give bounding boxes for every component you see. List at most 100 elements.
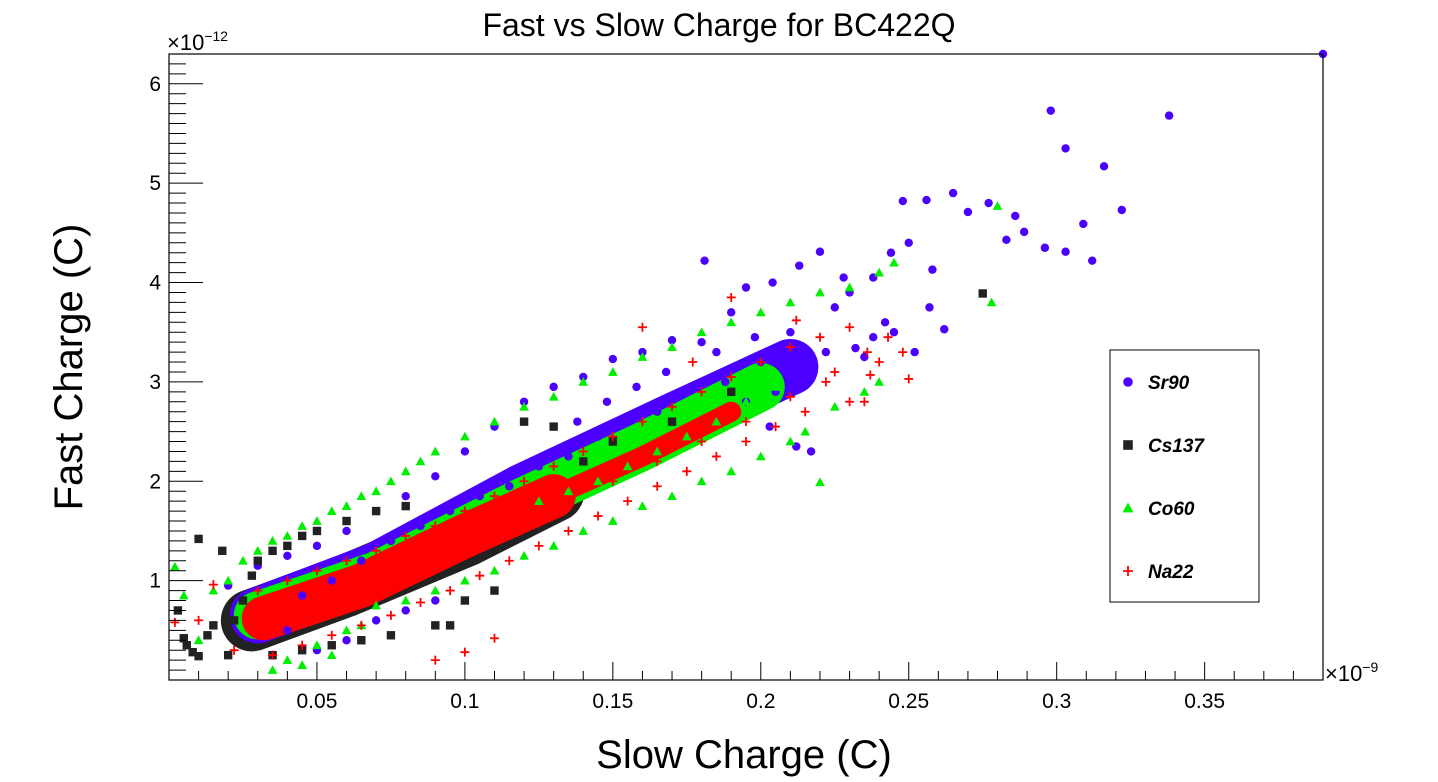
point-na22 bbox=[430, 655, 440, 665]
x-tick-label: 0.05 bbox=[297, 690, 338, 713]
point-na22 bbox=[741, 417, 751, 427]
point-co60 bbox=[593, 476, 603, 486]
x-tick-label: 0.25 bbox=[888, 690, 929, 713]
point-co60 bbox=[326, 506, 337, 515]
y-axis-title: Fast Charge (C) bbox=[47, 224, 91, 511]
point-cs137 bbox=[579, 457, 588, 466]
point-na22 bbox=[862, 347, 872, 357]
point-co60 bbox=[297, 660, 307, 669]
point-co60 bbox=[371, 600, 381, 610]
point-cs137 bbox=[549, 422, 558, 431]
point-sr90 bbox=[632, 382, 641, 392]
point-co60 bbox=[312, 516, 322, 525]
point-sr90 bbox=[765, 422, 774, 431]
point-na22 bbox=[475, 571, 485, 581]
point-sr90 bbox=[371, 616, 381, 625]
point-co60 bbox=[371, 486, 381, 496]
point-co60 bbox=[986, 297, 997, 307]
point-sr90 bbox=[623, 417, 632, 426]
point-na22 bbox=[229, 645, 239, 655]
point-na22 bbox=[756, 357, 766, 367]
point-sr90 bbox=[795, 261, 804, 270]
point-na22 bbox=[549, 461, 559, 471]
point-na22 bbox=[460, 506, 470, 516]
point-cs137 bbox=[342, 516, 351, 526]
point-co60 bbox=[489, 565, 500, 575]
point-na22 bbox=[430, 521, 440, 531]
point-sr90 bbox=[815, 247, 825, 256]
point-na22 bbox=[859, 397, 869, 407]
point-cs137 bbox=[357, 636, 366, 645]
point-co60 bbox=[770, 382, 781, 391]
point-cs137 bbox=[297, 531, 307, 541]
point-na22 bbox=[327, 630, 337, 640]
point-co60 bbox=[341, 501, 352, 510]
point-cs137 bbox=[247, 571, 257, 580]
point-sr90 bbox=[564, 452, 573, 461]
point-na22 bbox=[883, 332, 893, 342]
point-cs137 bbox=[608, 437, 618, 446]
point-cs137 bbox=[179, 634, 188, 643]
point-sr90 bbox=[667, 335, 677, 345]
series-sr90 bbox=[223, 49, 1328, 655]
point-co60 bbox=[386, 476, 396, 486]
point-cs137 bbox=[268, 546, 277, 556]
point-na22 bbox=[821, 377, 831, 387]
point-sr90 bbox=[534, 462, 544, 471]
point-sr90 bbox=[898, 196, 908, 206]
point-sr90 bbox=[401, 606, 410, 615]
point-co60 bbox=[430, 585, 441, 595]
point-co60 bbox=[800, 426, 811, 436]
point-co60 bbox=[874, 267, 884, 277]
point-na22 bbox=[771, 422, 781, 432]
points-layer bbox=[170, 49, 1328, 674]
point-sr90 bbox=[768, 278, 777, 287]
point-na22 bbox=[697, 387, 707, 397]
point-co60 bbox=[696, 476, 707, 486]
y-axis: 1 2 3 4 5 6 bbox=[149, 63, 203, 671]
legend: Sr90 Cs137 Co60 Na22 bbox=[1109, 349, 1260, 603]
x-axis-title: Slow Charge (C) bbox=[596, 733, 892, 777]
point-na22 bbox=[726, 372, 736, 382]
point-na22 bbox=[726, 292, 736, 302]
point-co60 bbox=[889, 257, 899, 267]
point-na22 bbox=[342, 556, 352, 566]
point-sr90 bbox=[661, 367, 671, 377]
point-sr90 bbox=[830, 303, 839, 312]
y-tick-label: 4 bbox=[149, 272, 161, 295]
point-cs137 bbox=[238, 596, 248, 605]
cluster-red-tail bbox=[543, 401, 742, 507]
point-na22 bbox=[608, 476, 618, 486]
point-cs137 bbox=[727, 387, 736, 397]
point-co60 bbox=[489, 416, 500, 426]
x-axis-exponent: ×10−9 bbox=[1325, 659, 1379, 686]
point-na22 bbox=[356, 620, 366, 630]
point-cs137 bbox=[667, 417, 677, 426]
point-na22 bbox=[430, 556, 440, 566]
point-cs137 bbox=[386, 631, 396, 640]
point-cs137 bbox=[371, 506, 381, 516]
point-cs137 bbox=[297, 645, 307, 655]
point-sr90 bbox=[357, 556, 366, 565]
point-co60 bbox=[297, 521, 307, 530]
point-co60 bbox=[252, 545, 263, 555]
point-na22 bbox=[830, 367, 840, 377]
point-sr90 bbox=[475, 491, 484, 501]
point-co60 bbox=[223, 575, 234, 585]
point-na22 bbox=[445, 586, 455, 596]
y-tick-label: 3 bbox=[149, 371, 161, 394]
point-cs137 bbox=[253, 556, 262, 565]
point-co60 bbox=[170, 561, 180, 571]
point-co60 bbox=[726, 317, 737, 327]
x-tick-label: 0.35 bbox=[1184, 690, 1225, 713]
point-cs137 bbox=[519, 417, 529, 426]
point-co60 bbox=[267, 536, 278, 545]
point-na22 bbox=[342, 591, 352, 601]
point-co60 bbox=[578, 377, 589, 386]
x-exponent: −9 bbox=[1362, 659, 1378, 675]
point-sr90 bbox=[1019, 227, 1029, 237]
dense-point-clusters bbox=[220, 339, 819, 652]
point-sr90 bbox=[750, 332, 760, 342]
point-na22 bbox=[504, 556, 514, 566]
